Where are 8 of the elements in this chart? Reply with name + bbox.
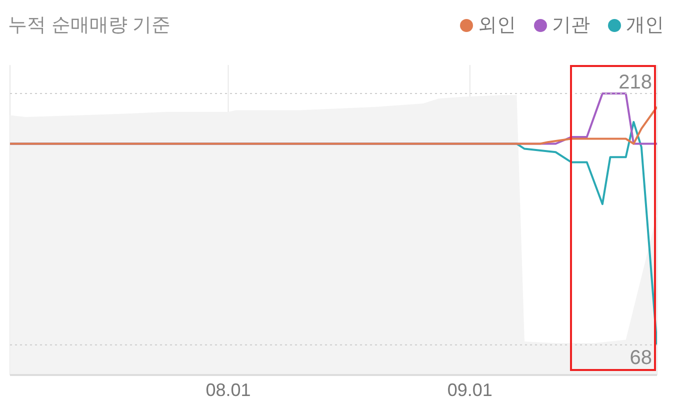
legend-label: 외인	[478, 14, 516, 38]
chart-title: 누적 순매매량 기준	[8, 14, 171, 38]
x-tick-label: 09.01	[447, 380, 492, 400]
x-tick-label: 08.01	[206, 380, 251, 400]
legend-label: 개인	[626, 14, 664, 38]
ref-line-label: 68	[630, 347, 652, 370]
legend-label: 기관	[552, 14, 590, 38]
ref-line-label: 218	[618, 71, 652, 94]
